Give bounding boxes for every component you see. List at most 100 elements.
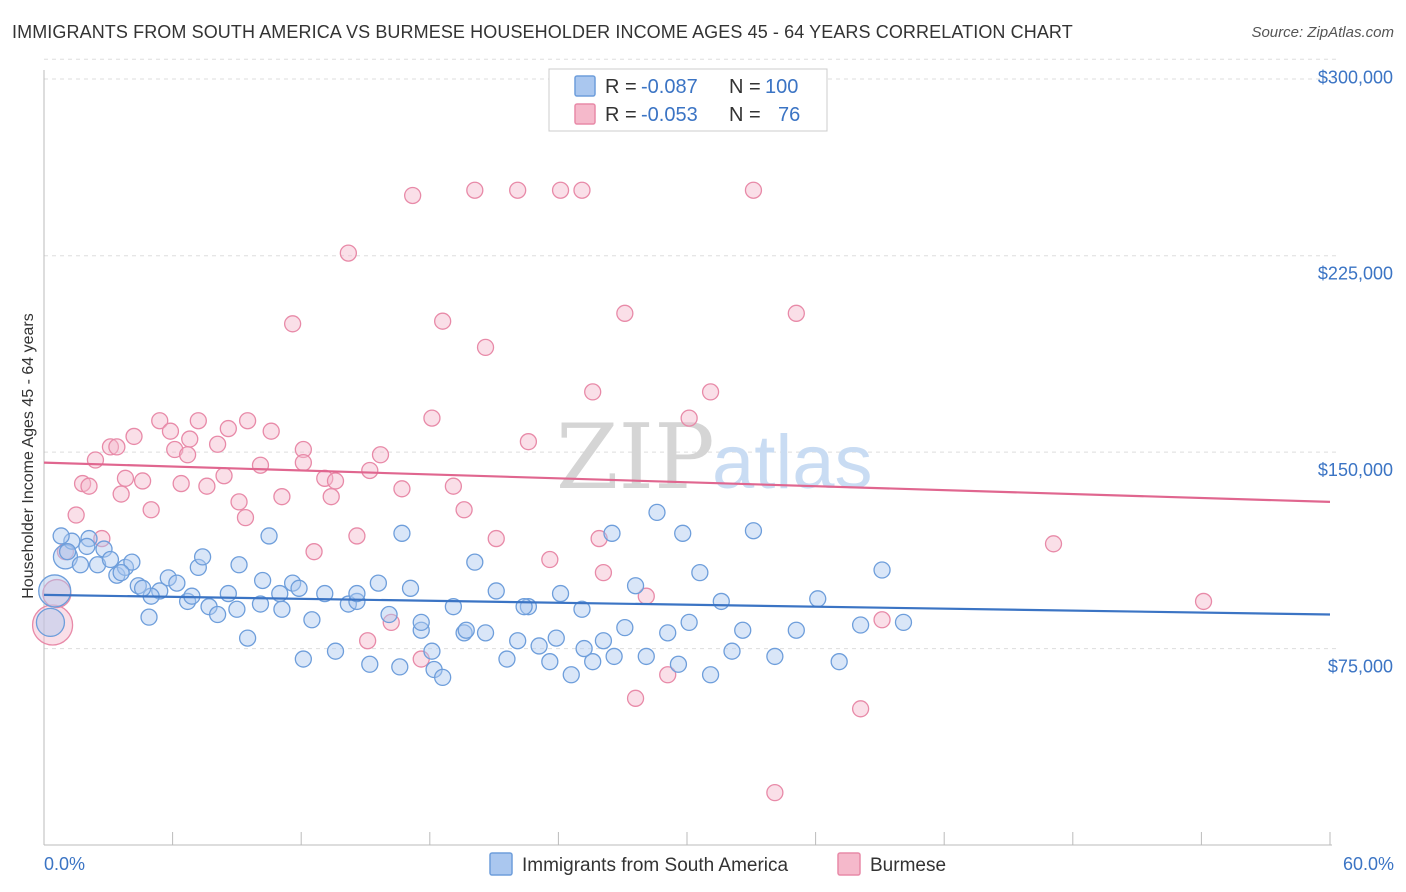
burmese-point — [466, 181, 484, 199]
burmese-point — [519, 433, 538, 451]
south-america-point — [669, 655, 688, 673]
south-america-point — [509, 632, 527, 650]
burmese-point — [659, 666, 677, 684]
burmese-point — [133, 472, 152, 490]
burmese-point — [680, 409, 698, 427]
burmese-point — [339, 244, 358, 262]
south-america-point — [219, 584, 237, 603]
south-america-point — [541, 653, 559, 671]
legend-n-label-2: N = — [729, 104, 761, 126]
south-america-point — [159, 569, 177, 587]
series-south-america-points — [35, 503, 913, 687]
burmese-point — [766, 783, 784, 802]
south-america-point — [616, 618, 634, 637]
burmese-point — [404, 186, 422, 205]
burmese-point — [161, 422, 180, 440]
south-america-point — [189, 558, 207, 577]
series-burmese-points — [31, 181, 1213, 802]
burmese-point — [181, 430, 199, 448]
south-america-point — [38, 574, 72, 608]
south-america-point — [605, 647, 623, 666]
burmese-point — [305, 543, 323, 561]
y-tick-label: $75,000 — [1328, 657, 1393, 677]
south-america-point — [294, 650, 312, 668]
bottom-legend-label-pink: Burmese — [870, 855, 946, 876]
burmese-point — [541, 550, 559, 569]
south-america-point — [401, 579, 420, 597]
south-america-point — [744, 522, 763, 540]
legend: R = -0.087 N = 100 R = -0.053 N = 76 — [548, 68, 828, 132]
chart-source: Source: ZipAtlas.com — [1251, 24, 1394, 41]
south-america-trend-line — [43, 593, 1331, 616]
burmese-point — [594, 563, 613, 582]
chart-title: IMMIGRANTS FROM SOUTH AMERICA VS BURMESE… — [12, 22, 1073, 42]
south-america-point — [393, 524, 411, 542]
burmese-point — [1194, 592, 1213, 611]
burmese-point — [101, 438, 120, 456]
south-america-point — [88, 556, 107, 574]
south-america-point — [476, 624, 495, 642]
south-america-point — [530, 637, 548, 655]
south-america-point — [63, 532, 81, 550]
south-america-point — [168, 574, 186, 592]
legend-r-label-2: R = — [605, 104, 637, 126]
south-america-point — [637, 647, 655, 666]
south-america-point — [193, 548, 212, 566]
burmese-point — [455, 501, 473, 519]
south-america-point — [112, 563, 130, 582]
south-america-point — [466, 553, 484, 571]
burmese-point — [236, 508, 255, 527]
burmese-point — [112, 485, 130, 503]
bottom-legend-swatch-blue — [489, 852, 513, 876]
burmese-point — [616, 304, 634, 322]
burmese-point — [371, 446, 390, 464]
south-america-point — [361, 655, 379, 673]
south-america-point — [303, 611, 321, 629]
south-america-point — [444, 598, 463, 616]
burmese-point — [1044, 535, 1063, 553]
burmese-point — [393, 480, 411, 498]
south-america-point — [316, 584, 334, 603]
south-america-point — [101, 550, 120, 569]
south-america-point — [659, 624, 677, 642]
y-tick-labels: $75,000 $150,000 $225,000 $300,000 — [1318, 67, 1393, 676]
south-america-point — [691, 563, 709, 582]
south-america-point — [457, 621, 475, 639]
south-america-point — [151, 582, 169, 600]
burmese-point — [93, 529, 111, 548]
burmese-point — [116, 469, 135, 487]
south-america-point — [603, 524, 621, 542]
burmese-point — [283, 315, 302, 333]
burmese-point — [166, 440, 184, 459]
burmese-point — [208, 435, 227, 453]
south-america-point — [230, 556, 248, 574]
south-america-point — [723, 642, 741, 660]
burmese-point — [230, 493, 248, 511]
burmese-point — [219, 419, 237, 438]
south-america-point — [133, 579, 152, 597]
south-america-point — [575, 639, 593, 658]
burmese-point — [67, 506, 85, 524]
burmese-point — [551, 181, 570, 199]
watermark-zip: ZIP — [556, 405, 715, 510]
burmese-point — [326, 472, 345, 490]
south-america-point — [766, 647, 784, 666]
burmese-point — [361, 461, 379, 480]
south-america-point — [434, 668, 452, 687]
south-america-point — [674, 524, 692, 542]
burmese-point — [348, 527, 366, 545]
south-america-point — [238, 629, 257, 647]
south-america-point — [626, 577, 645, 595]
south-america-point — [873, 561, 891, 579]
burmese-point — [851, 700, 870, 718]
south-america-point — [584, 653, 602, 671]
south-america-point — [273, 600, 291, 618]
south-america-point — [251, 595, 270, 613]
south-america-point — [71, 556, 90, 574]
south-america-point — [95, 540, 113, 558]
south-america-point — [423, 642, 441, 660]
burmese-point — [294, 453, 312, 472]
south-america-point — [894, 613, 913, 632]
burmese-point — [238, 412, 257, 430]
burmese-point — [509, 181, 527, 199]
